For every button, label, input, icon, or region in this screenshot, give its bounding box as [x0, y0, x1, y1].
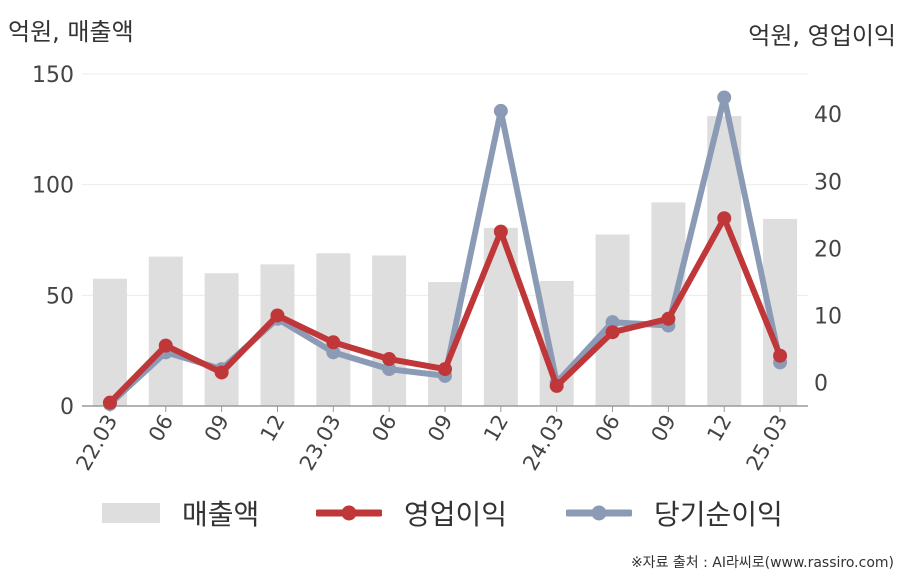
legend: 매출액 영업이익 당기순이익 — [0, 488, 908, 538]
y-left-tick-label: 50 — [46, 284, 74, 309]
x-tick-label: 22.03 — [71, 411, 122, 475]
point-operating-profit — [773, 348, 788, 363]
bar-sales — [204, 273, 239, 406]
bar-series-sales — [92, 116, 798, 406]
point-operating-profit — [661, 311, 676, 326]
y-left-tick-label: 150 — [32, 63, 74, 88]
x-tick-label: 12 — [479, 411, 513, 446]
bar-sales — [651, 202, 686, 406]
bar-sales — [316, 253, 351, 406]
legend-swatch-line-red — [316, 505, 382, 521]
point-operating-profit — [549, 378, 564, 393]
point-net-income — [382, 362, 397, 377]
point-operating-profit — [102, 395, 117, 410]
point-operating-profit — [270, 308, 285, 323]
y-right-tick-label: 0 — [814, 372, 828, 397]
y-right-tick-label: 10 — [814, 304, 842, 329]
point-net-income — [605, 315, 620, 330]
point-operating-profit — [717, 211, 732, 226]
point-operating-profit — [493, 224, 508, 239]
y-right-tick-label: 20 — [814, 237, 842, 262]
x-tick-label: 25.03 — [742, 411, 793, 475]
point-operating-profit — [326, 335, 341, 350]
point-operating-profit — [382, 352, 397, 367]
point-net-income — [493, 103, 508, 118]
line-series — [102, 90, 788, 411]
point-operating-profit — [214, 365, 229, 380]
x-tick-label: 06 — [367, 411, 401, 446]
legend-label-operating-profit: 영업이익 — [404, 498, 508, 531]
legend-item-net-income: 당기순이익 — [566, 488, 783, 538]
legend-swatch-line-gray — [566, 505, 632, 521]
x-tick-label: 12 — [256, 411, 290, 446]
x-tick-label: 23.03 — [295, 411, 346, 475]
bar-sales — [92, 278, 127, 406]
x-tick-label: 09 — [423, 411, 457, 446]
x-tick-label: 09 — [647, 411, 681, 446]
legend-item-operating-profit: 영업이익 — [316, 488, 507, 538]
legend-label-net-income: 당기순이익 — [654, 498, 783, 531]
y-axis-left-title: 억원, 매출액 — [8, 18, 134, 46]
point-operating-profit — [605, 325, 620, 340]
bar-sales — [260, 264, 295, 406]
y-right-tick-label: 30 — [814, 170, 842, 195]
x-tick-label: 24.03 — [518, 411, 569, 475]
source-credit: ※자료 출처 : AI라씨로(www.rassiro.com) — [630, 555, 894, 571]
bar-sales — [372, 255, 407, 406]
legend-item-sales: 매출액 — [102, 488, 259, 538]
y-axis-right-title: 억원, 영업이익 — [748, 22, 896, 50]
y-left-tick-label: 100 — [32, 174, 74, 199]
x-tick-label: 06 — [591, 411, 625, 446]
point-operating-profit — [438, 362, 452, 377]
x-tick-label: 12 — [702, 411, 736, 446]
x-tick-label: 09 — [200, 411, 234, 446]
point-net-income — [326, 345, 341, 360]
y-right-tick-label: 40 — [814, 103, 842, 128]
bar-sales — [148, 256, 183, 406]
x-tick-label: 06 — [144, 411, 178, 446]
y-left-tick-label: 0 — [60, 395, 74, 420]
point-operating-profit — [158, 338, 173, 353]
point-net-income — [717, 90, 732, 105]
legend-swatch-bar — [102, 503, 160, 523]
legend-label-sales: 매출액 — [182, 498, 260, 531]
